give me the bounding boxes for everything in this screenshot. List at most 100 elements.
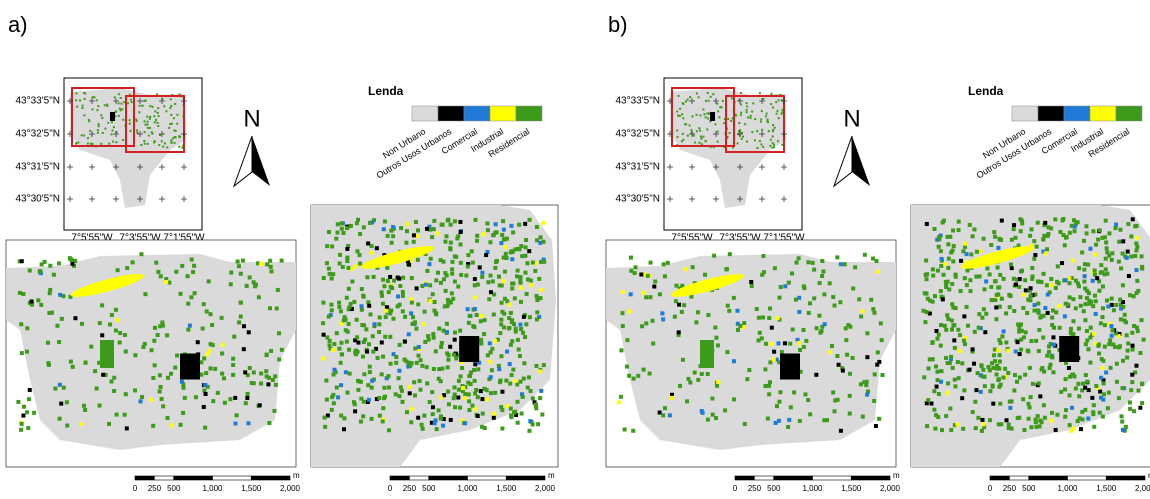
map-pixel	[327, 267, 331, 271]
scale-segment	[409, 476, 428, 480]
map-pixel	[259, 371, 263, 375]
map-pixel	[266, 382, 270, 386]
map-pixel	[490, 347, 494, 351]
map-pixel	[1042, 234, 1046, 238]
map-pixel	[522, 315, 526, 319]
map-pixel	[933, 227, 937, 231]
map-pixel	[935, 385, 939, 389]
map-pixel	[272, 409, 276, 413]
map-pixel	[467, 374, 471, 378]
map-pixel	[453, 392, 457, 396]
map-pixel	[960, 396, 964, 400]
map-pixel	[386, 234, 390, 238]
map-pixel	[936, 378, 940, 382]
map-pixel	[1064, 278, 1068, 282]
map-pixel	[443, 240, 447, 244]
map-pixel	[1074, 306, 1078, 310]
map-pixel	[937, 245, 941, 249]
inset-pixel	[97, 129, 99, 131]
map-pixel	[949, 428, 953, 432]
map-pixel	[1013, 373, 1017, 377]
map-pixel	[457, 388, 461, 392]
map-pixel	[828, 350, 832, 354]
inset-pixel	[767, 121, 769, 123]
scale-segment	[468, 476, 507, 480]
map-pixel	[1094, 243, 1098, 247]
map-pixel	[1126, 250, 1130, 254]
map-pixel	[407, 263, 411, 267]
map-pixel	[806, 260, 810, 264]
map-pixel	[952, 244, 956, 248]
scale-segment	[154, 476, 173, 480]
map-pixel	[233, 396, 237, 400]
map-pixel	[459, 374, 463, 378]
map-pixel	[505, 350, 509, 354]
north-arrow-right	[252, 136, 270, 186]
map-pixel	[1129, 388, 1133, 392]
map-pixel	[1085, 338, 1089, 342]
map-pixel	[190, 258, 194, 262]
map-pixel	[156, 333, 160, 337]
map-pixel	[1050, 316, 1054, 320]
inset-pixel	[740, 112, 742, 114]
map-pixel	[1125, 256, 1129, 260]
map-pixel	[60, 317, 64, 321]
map-pixel	[879, 321, 883, 325]
map-pixel	[473, 295, 477, 299]
inset-pixel	[92, 96, 94, 98]
map-pixel	[359, 420, 363, 424]
map-pixel	[1070, 224, 1074, 228]
inset-pixel	[746, 109, 748, 111]
map-pixel	[994, 305, 998, 309]
inset-pixel	[702, 136, 704, 138]
map-pixel	[1134, 268, 1138, 272]
map-pixel	[1109, 324, 1113, 328]
map-pixel	[802, 286, 806, 290]
map-pixel	[1063, 314, 1067, 318]
inset-pixel	[138, 111, 140, 113]
map-pixel	[1060, 261, 1064, 265]
map-pixel	[394, 392, 398, 396]
inset-pixel	[157, 125, 159, 127]
map-pixel	[55, 324, 59, 328]
map-pixel	[396, 304, 400, 308]
map-pixel	[1004, 340, 1008, 344]
inset-pixel	[759, 92, 761, 94]
map-pixel	[732, 296, 736, 300]
map-pixel	[186, 328, 190, 332]
map-pixel	[112, 389, 116, 393]
inset-pixel	[772, 124, 774, 126]
legend-swatch	[464, 106, 490, 121]
map-pixel	[528, 419, 532, 423]
scale-label: 1,500	[1096, 484, 1117, 493]
map-pixel	[337, 305, 341, 309]
map-pixel	[1068, 231, 1072, 235]
inset-pixel	[118, 102, 120, 104]
map-pixel	[632, 377, 636, 381]
map-pixel	[83, 408, 87, 412]
inset-pixel	[699, 115, 701, 117]
map-pixel	[1133, 224, 1137, 228]
map-pixel	[540, 413, 544, 417]
map-pixel	[1105, 246, 1109, 250]
map-pixel	[628, 309, 632, 313]
map-pixel	[959, 289, 963, 293]
map-pixel	[394, 355, 398, 359]
map-pixel	[874, 424, 878, 428]
map-pixel	[416, 228, 420, 232]
inset-pixel	[169, 123, 171, 125]
map-pixel	[407, 332, 411, 336]
map-pixel	[424, 283, 428, 287]
map-pixel	[965, 252, 969, 256]
inset-pixel	[730, 120, 732, 122]
scale-unit: m	[893, 471, 900, 480]
map-pixel	[352, 300, 356, 304]
map-pixel	[1023, 373, 1027, 377]
map-pixel	[335, 386, 339, 390]
map-pixel	[98, 321, 102, 325]
map-pixel	[444, 234, 448, 238]
map-pixel	[761, 254, 765, 258]
inset-pixel	[149, 118, 151, 120]
inset-pixel	[140, 144, 142, 146]
map-pixel	[1009, 263, 1013, 267]
